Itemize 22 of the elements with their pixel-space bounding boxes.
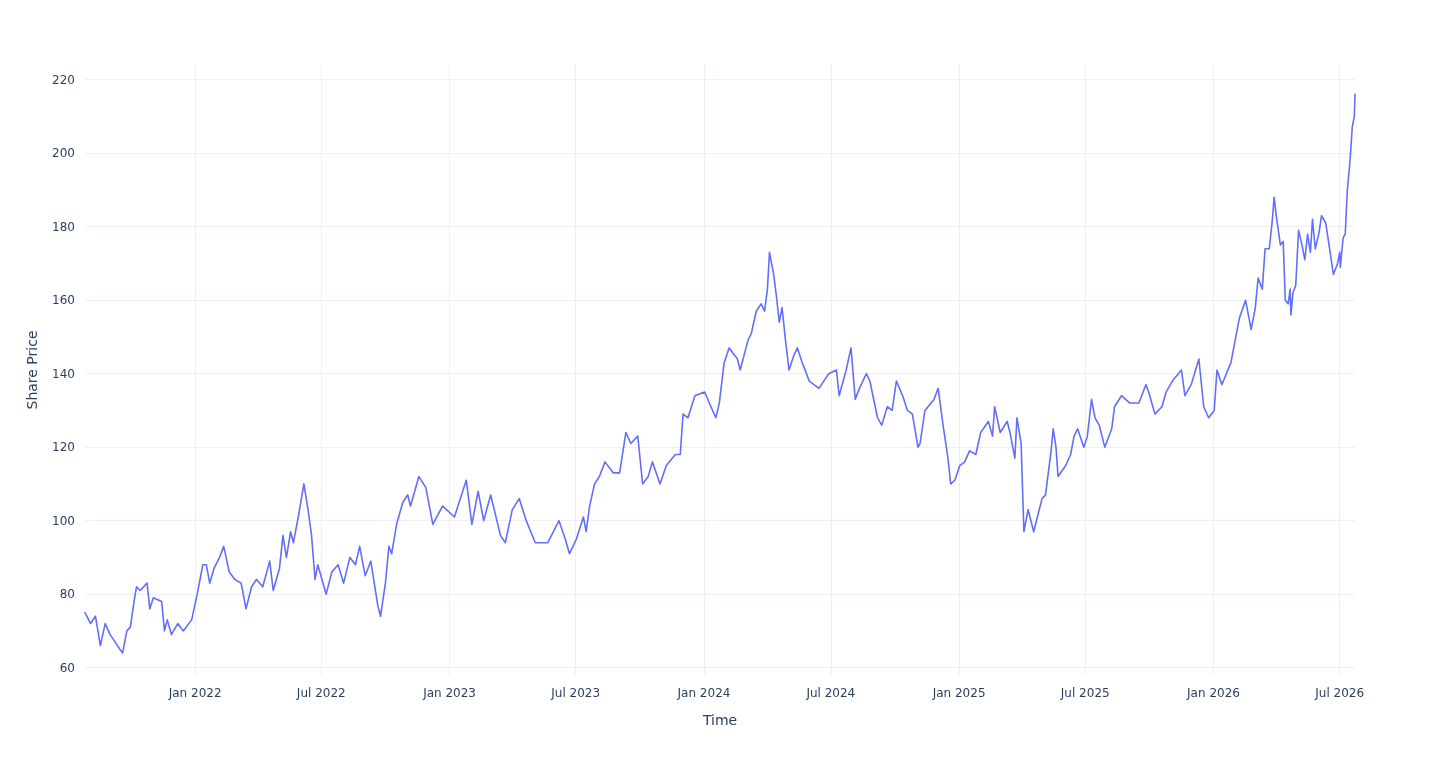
x-tick-label: Jan 2022: [167, 686, 222, 700]
x-tick-label: Jan 2025: [931, 686, 986, 700]
y-tick-label: 200: [52, 146, 75, 161]
y-tick-label: 80: [59, 587, 75, 602]
x-tick-label: Jul 2023: [550, 686, 601, 700]
x-tick-label: Jul 2025: [1059, 686, 1110, 700]
y-tick-label: 220: [52, 72, 75, 87]
x-tick-label: Jan 2026: [1186, 686, 1240, 700]
y-tick-label: 140: [52, 366, 75, 381]
x-axis-title: Time: [701, 712, 738, 728]
x-tick-label: Jul 2024: [805, 686, 856, 700]
y-tick-label: 160: [52, 293, 75, 308]
x-tick-label: Jul 2026: [1314, 686, 1365, 700]
y-axis-title: Share Price: [24, 330, 40, 410]
y-tick-label: 180: [52, 219, 75, 234]
x-tick-label: Jul 2022: [295, 686, 346, 700]
x-tick-label: Jan 2024: [676, 686, 731, 700]
line-series: [84, 93, 1356, 654]
y-tick-label: 120: [52, 440, 75, 455]
y-tick-label: 60: [59, 660, 75, 675]
x-tick-label: Jan 2023: [422, 686, 476, 700]
y-tick-label: 100: [52, 513, 75, 528]
